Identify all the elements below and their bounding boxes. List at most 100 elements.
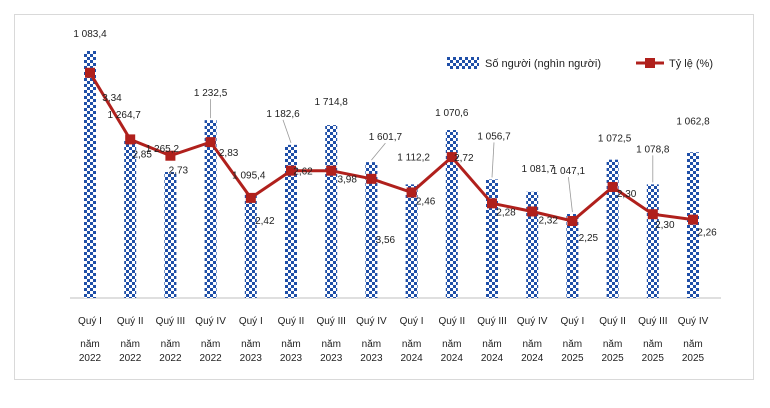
x-tick-label-year: 2022 bbox=[199, 353, 222, 364]
bar-value-label: 1 070,6 bbox=[435, 108, 469, 119]
bar-8 bbox=[365, 162, 378, 298]
x-tick-label-quarter: Quý II bbox=[278, 316, 305, 327]
bar-value-label: 1 072,5 bbox=[598, 134, 632, 145]
x-tick-label-quarter: Quý III bbox=[638, 316, 667, 327]
x-tick-label-year: 2023 bbox=[280, 353, 303, 364]
x-tick-label-year: 2025 bbox=[561, 353, 584, 364]
x-tick-label-year: 2022 bbox=[159, 353, 182, 364]
x-tick-label-year: 2023 bbox=[360, 353, 383, 364]
rate-marker-10 bbox=[446, 152, 457, 163]
x-tick-label-quarter: Quý III bbox=[316, 316, 345, 327]
bar-10 bbox=[445, 130, 458, 298]
x-tick-label-nam: năm bbox=[402, 339, 421, 350]
bar-13 bbox=[566, 214, 579, 298]
bar-5 bbox=[244, 194, 257, 298]
x-tick-label-nam: năm bbox=[362, 339, 381, 350]
bar-value-label: 1 264,7 bbox=[108, 110, 142, 121]
x-tick-label-quarter: Quý II bbox=[438, 316, 465, 327]
rate-marker-16 bbox=[688, 214, 698, 225]
bar-6 bbox=[285, 144, 297, 298]
x-tick-label-nam: năm bbox=[120, 339, 139, 350]
x-tick-label-nam: năm bbox=[482, 339, 501, 350]
x-tick-label-quarter: Quý I bbox=[560, 316, 584, 327]
rate-marker-8 bbox=[366, 173, 377, 184]
rate-value-label: 2,28 bbox=[496, 207, 516, 218]
rate-marker-11 bbox=[487, 198, 497, 209]
bar-value-label: 1 056,7 bbox=[477, 131, 511, 142]
rate-marker-15 bbox=[647, 209, 658, 220]
rate-value-label: 2,42 bbox=[255, 216, 275, 227]
rate-marker-7 bbox=[326, 165, 337, 176]
rate-value-label: 2,85 bbox=[132, 149, 152, 160]
rate-marker-13 bbox=[567, 216, 578, 226]
bar-value-label: 1 112,2 bbox=[397, 152, 430, 163]
bar-2 bbox=[124, 139, 137, 298]
rate-value-label: 3,56 bbox=[376, 235, 396, 246]
bar-14 bbox=[606, 159, 619, 298]
x-tick-label-year: 2023 bbox=[240, 353, 263, 364]
x-tick-label-quarter: Quý II bbox=[117, 316, 144, 327]
bar-7 bbox=[325, 125, 338, 298]
rate-value-label: 2,32 bbox=[538, 215, 558, 226]
bar-value-label: 1 232,5 bbox=[194, 88, 228, 99]
bar-value-label: 1 062,8 bbox=[676, 116, 710, 127]
bar-value-label: 1 265,2 bbox=[146, 144, 180, 155]
bar-value-label: 1 095,4 bbox=[232, 170, 266, 181]
x-tick-label-quarter: Quý IV bbox=[356, 316, 387, 327]
leader-line bbox=[568, 176, 573, 213]
x-tick-label-nam: năm bbox=[683, 339, 702, 350]
bar-16 bbox=[687, 152, 699, 298]
rate-value-label: 2,25 bbox=[579, 233, 599, 244]
rate-value-label: 2,62 bbox=[293, 167, 313, 178]
x-tick-label-quarter: Quý II bbox=[599, 316, 626, 327]
bar-value-label: 1 182,6 bbox=[266, 109, 300, 120]
legend-bar-swatch bbox=[447, 57, 479, 69]
x-tick-label-nam: năm bbox=[241, 339, 260, 350]
rate-marker-4 bbox=[205, 137, 216, 148]
rate-value-label: 2,46 bbox=[416, 196, 436, 207]
rate-line bbox=[88, 72, 694, 223]
bar-value-label: 1 078,8 bbox=[636, 144, 670, 155]
x-tick-label-year: 2024 bbox=[400, 353, 423, 364]
x-tick-label-nam: năm bbox=[80, 339, 99, 350]
x-tick-label-quarter: Quý I bbox=[78, 316, 102, 327]
rate-marker-12 bbox=[527, 206, 538, 217]
leader-line bbox=[282, 119, 292, 143]
x-tick-label-quarter: Quý III bbox=[477, 316, 506, 327]
legend-line-label: Tỷ lệ (%) bbox=[669, 58, 713, 70]
legend-line-marker bbox=[645, 58, 655, 68]
rate-marker-5 bbox=[245, 192, 256, 203]
rate-marker-6 bbox=[286, 165, 296, 176]
x-tick-label-year: 2023 bbox=[320, 353, 343, 364]
x-tick-label-nam: năm bbox=[321, 339, 340, 350]
bar-value-label: 1 081,7 bbox=[522, 164, 556, 175]
rate-value-label: 2,26 bbox=[697, 228, 717, 239]
x-tick-label-year: 2022 bbox=[119, 353, 142, 364]
x-tick-label-nam: năm bbox=[161, 339, 180, 350]
bar-12 bbox=[526, 191, 539, 298]
rate-value-label: 3,98 bbox=[337, 175, 357, 186]
x-tick-label-year: 2025 bbox=[601, 353, 624, 364]
bar-3 bbox=[164, 172, 177, 298]
x-tick-label-nam: năm bbox=[643, 339, 662, 350]
chart-frame: 1 083,4 1 264,7 1 265,2 1 232,5 1 095,4 1 182… bbox=[14, 14, 754, 380]
x-tick-label-nam: năm bbox=[603, 339, 622, 350]
rate-marker-1 bbox=[85, 67, 95, 78]
leader-line bbox=[491, 142, 495, 178]
x-tick-label-year: 2025 bbox=[682, 353, 705, 364]
bar-11 bbox=[486, 179, 498, 298]
x-tick-label-year: 2022 bbox=[79, 353, 102, 364]
x-tick-label-year: 2024 bbox=[481, 353, 504, 364]
bar-9 bbox=[405, 184, 418, 298]
bar-value-label: 1 601,7 bbox=[369, 132, 403, 143]
x-tick-label-nam: năm bbox=[563, 339, 582, 350]
bar-value-label: 1 047,1 bbox=[552, 166, 586, 177]
x-tick-label-nam: năm bbox=[522, 339, 541, 350]
leader-line bbox=[371, 142, 386, 161]
x-tick-label-quarter: Quý III bbox=[156, 316, 185, 327]
bar-4 bbox=[204, 120, 217, 298]
x-tick-label-year: 2024 bbox=[441, 353, 464, 364]
x-tick-label-year: 2025 bbox=[642, 353, 665, 364]
rate-value-label: 2,73 bbox=[169, 166, 189, 177]
legend-bar-label: Số người (nghìn người) bbox=[485, 58, 601, 70]
